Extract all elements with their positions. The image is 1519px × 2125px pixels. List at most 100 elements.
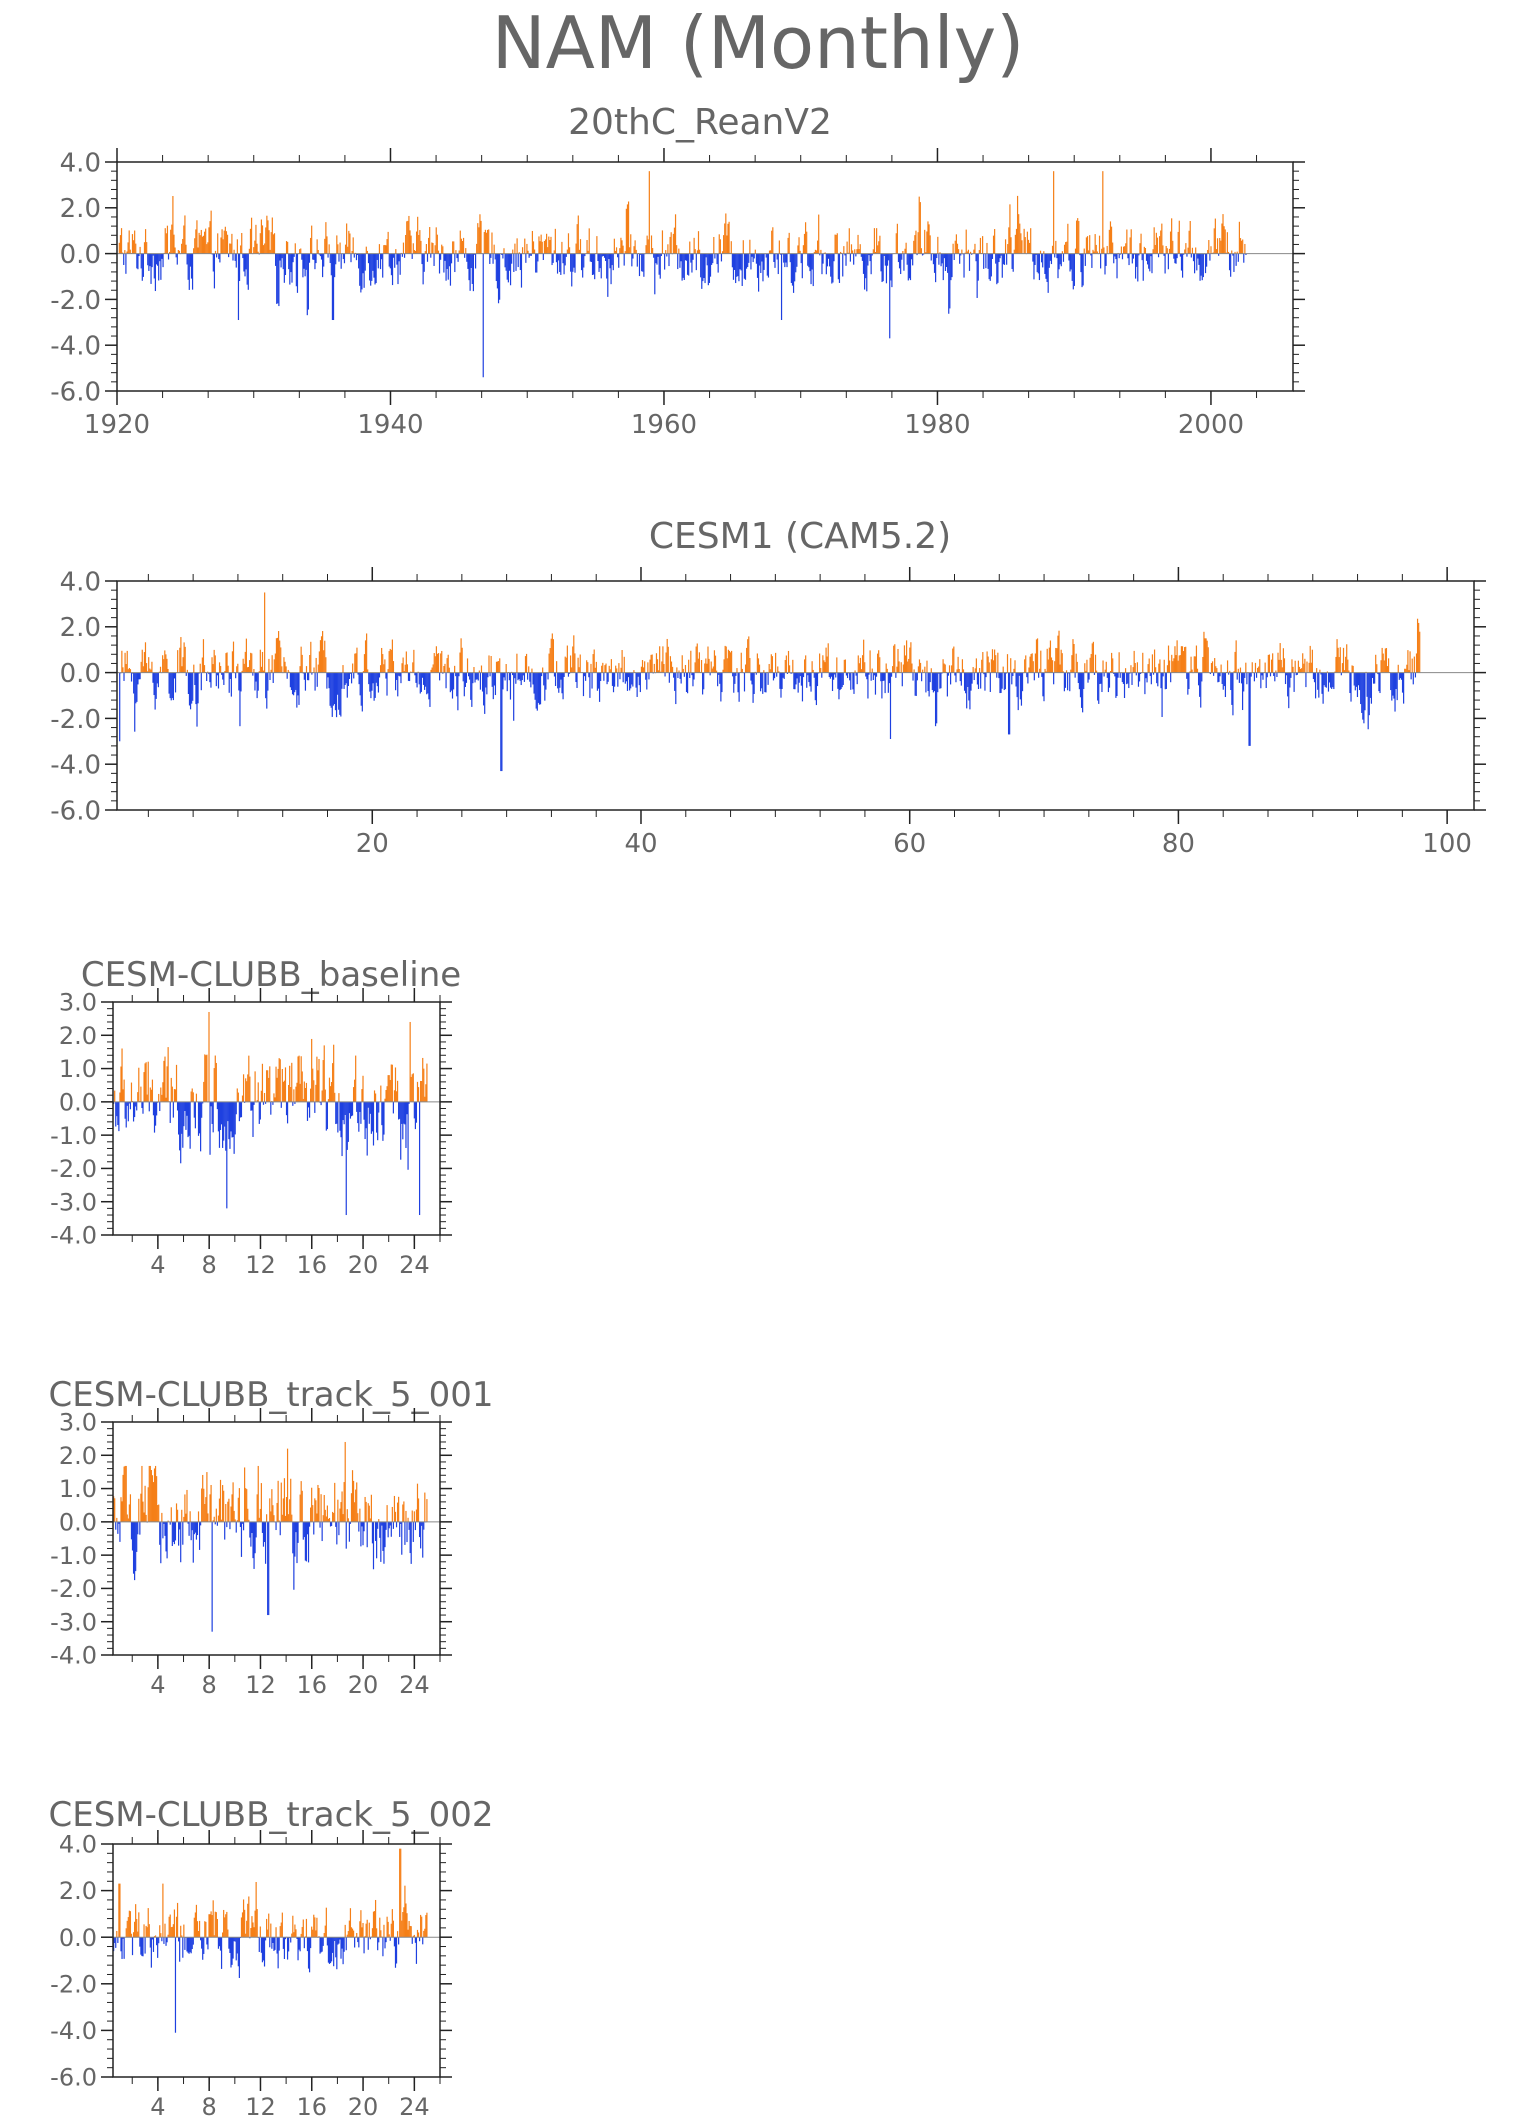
bar [905,242,907,254]
bar [352,237,354,254]
bar [582,253,584,278]
bar [215,1508,217,1522]
bar [555,253,558,263]
bar [352,1480,355,1522]
bar [158,253,160,281]
bar [231,1101,233,1138]
bar [519,672,521,681]
bar [154,672,156,710]
bar [771,656,773,673]
bar [768,250,771,254]
bar [269,1498,271,1522]
bar [418,1937,421,1942]
bar [1109,221,1112,254]
x-tick-label: 4 [150,1671,165,1699]
bar [721,672,723,693]
bar [1131,672,1133,685]
bar [1082,672,1084,713]
bar [739,253,741,270]
bar [352,1087,355,1102]
bar [290,253,292,273]
bar [520,672,522,686]
bar [764,672,766,693]
bar [390,253,393,276]
bar [255,1881,257,1938]
bar [906,253,908,265]
bar [544,239,547,254]
bar [342,1514,344,1522]
bar [385,245,387,254]
bar [1175,655,1177,673]
bar [471,253,473,284]
bar [960,672,962,686]
bar [399,1848,401,1938]
bar [915,230,917,254]
bar [366,1919,368,1938]
bar [416,1081,419,1102]
bar [263,1937,266,1967]
bar [242,253,244,259]
bar [1288,672,1290,709]
bar [644,661,646,673]
bar [392,1521,394,1529]
bar [1369,672,1371,698]
bar [829,672,831,679]
bar [1154,244,1156,254]
bar [124,652,126,673]
bar [658,253,660,275]
bar [1223,672,1225,687]
bar [210,1911,212,1938]
bar [610,253,612,285]
bar [693,237,695,254]
bar [912,253,914,266]
bar [121,650,123,673]
bar [250,1928,252,1938]
bar [187,672,190,694]
bar [635,672,637,688]
bar [1311,649,1313,673]
bar [725,646,727,673]
bar [395,1521,398,1528]
bar [1203,631,1205,673]
bar [177,250,179,254]
bar [465,248,467,254]
bar [667,646,669,673]
bar [140,1493,142,1522]
bar [331,672,333,717]
bar [267,220,269,254]
bar [770,654,772,673]
bar [156,1101,158,1116]
bar [870,672,872,681]
bar [376,253,378,260]
bar [758,253,760,292]
bar [322,631,324,673]
bar [151,1079,154,1102]
bar [1163,659,1165,673]
bar [270,1923,272,1938]
bar [943,663,945,673]
bar [642,667,645,673]
bar [660,253,662,257]
bar [874,251,877,254]
bar [863,639,865,673]
bar [927,221,929,254]
y-tick-label: 0.0 [59,1924,97,1952]
bar [1073,644,1075,673]
bar [327,1937,330,1963]
bar [908,658,910,673]
bar [388,253,390,267]
bar [726,658,728,673]
bar [713,650,716,673]
y-tick-label: 4.0 [59,1831,97,1859]
bar [364,640,367,673]
bar [249,1937,251,1939]
bar [926,231,928,254]
bar [235,253,237,268]
bar [285,1101,288,1116]
y-tick-label: 0.0 [59,1088,97,1116]
bar [356,1482,358,1522]
bar [129,249,131,254]
bar [387,1075,389,1102]
bar [143,1072,145,1102]
bar [213,253,216,289]
